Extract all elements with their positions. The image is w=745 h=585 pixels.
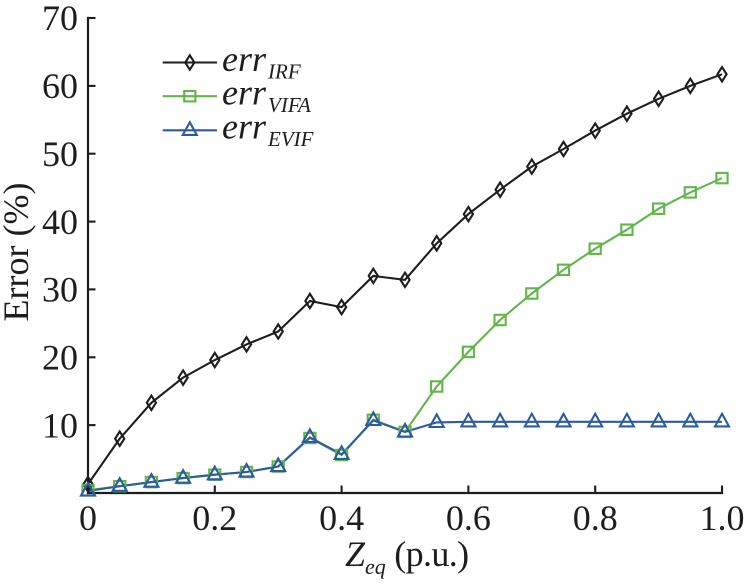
svg-text:1.0: 1.0 (700, 498, 745, 538)
svg-text:0.6: 0.6 (446, 498, 491, 538)
svg-text:0.2: 0.2 (192, 498, 237, 538)
svg-text:Zeq (p.u.): Zeq (p.u.) (345, 534, 469, 579)
svg-text:50: 50 (42, 134, 78, 174)
svg-text:0.4: 0.4 (319, 498, 364, 538)
svg-text:30: 30 (42, 270, 78, 310)
svg-text:20: 20 (42, 338, 78, 378)
svg-text:0.8: 0.8 (573, 498, 618, 538)
svg-text:10: 10 (42, 405, 78, 445)
svg-text:70: 70 (42, 0, 78, 38)
svg-text:40: 40 (42, 202, 78, 242)
svg-text:60: 60 (42, 66, 78, 106)
svg-text:errIRF: errIRF (222, 39, 301, 84)
svg-text:0: 0 (79, 498, 97, 538)
svg-text:Error (%): Error (%) (0, 183, 36, 322)
